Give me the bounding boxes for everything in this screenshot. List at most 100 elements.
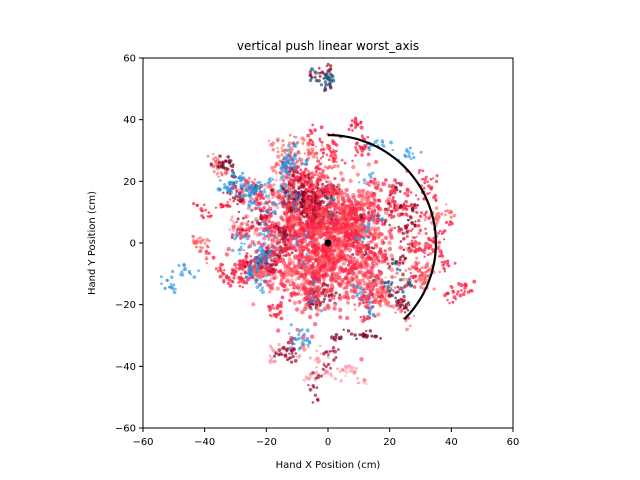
data-point [406, 301, 411, 305]
data-point [234, 236, 238, 240]
data-point [282, 164, 286, 168]
data-point [463, 290, 467, 293]
data-point [341, 209, 346, 215]
data-point [363, 144, 366, 147]
data-point [404, 283, 409, 288]
data-point [402, 237, 406, 241]
data-point [261, 286, 264, 289]
data-point [407, 150, 411, 155]
data-point [409, 191, 413, 194]
data-point [279, 188, 283, 192]
data-point [332, 148, 335, 152]
data-point [265, 282, 271, 288]
data-point [207, 211, 211, 214]
data-point [408, 277, 412, 281]
data-point [300, 343, 305, 349]
data-point [275, 172, 278, 175]
data-point [447, 259, 450, 262]
data-point [309, 190, 314, 194]
data-point [355, 235, 361, 241]
data-point [409, 271, 412, 275]
data-point [360, 134, 364, 138]
data-point [265, 224, 269, 228]
data-point [231, 165, 235, 169]
data-point [404, 303, 409, 307]
data-point [282, 161, 286, 165]
data-point [199, 207, 204, 212]
data-point [433, 193, 438, 198]
data-point [386, 281, 390, 285]
data-point [374, 334, 379, 339]
data-point [353, 204, 358, 210]
data-point [254, 196, 259, 201]
data-point [366, 316, 371, 321]
data-point [298, 354, 302, 358]
data-point [311, 196, 316, 201]
data-point [328, 350, 332, 353]
data-point [309, 235, 314, 240]
data-point [354, 219, 359, 224]
data-point [258, 201, 263, 206]
data-point [418, 248, 421, 251]
data-point [354, 154, 357, 157]
data-point [346, 220, 351, 225]
data-point [339, 171, 344, 176]
data-point [311, 282, 315, 286]
data-point [395, 188, 399, 192]
data-point [233, 197, 237, 201]
data-point [350, 213, 356, 218]
data-point [314, 166, 318, 170]
data-point [299, 160, 303, 163]
data-point [414, 194, 418, 197]
data-point [321, 155, 325, 158]
data-point [282, 288, 286, 292]
data-point [285, 170, 289, 174]
data-point [274, 229, 278, 232]
data-point [232, 222, 237, 226]
data-point [255, 278, 259, 282]
data-point [283, 226, 288, 231]
data-point [373, 244, 379, 249]
data-point [317, 374, 321, 377]
data-point [289, 175, 293, 180]
data-point [308, 176, 311, 179]
data-point [303, 162, 307, 166]
data-point [172, 283, 176, 287]
data-point [413, 223, 417, 227]
data-point [305, 159, 309, 162]
data-point [279, 257, 284, 262]
data-point [209, 162, 214, 166]
data-point [256, 181, 260, 185]
data-point [279, 233, 284, 238]
data-point [226, 200, 229, 204]
data-point [370, 334, 374, 338]
data-point [385, 207, 390, 212]
data-point [322, 76, 325, 80]
data-point [314, 255, 318, 259]
data-point [200, 214, 204, 218]
data-point [319, 308, 324, 313]
data-point [234, 266, 238, 270]
data-point [283, 190, 286, 193]
data-point [405, 327, 409, 332]
data-point [388, 265, 392, 268]
data-point [333, 301, 338, 307]
data-point [420, 282, 424, 286]
data-point [411, 208, 415, 213]
data-point [292, 343, 295, 346]
data-point [383, 207, 388, 211]
data-point [395, 181, 399, 185]
data-point [386, 196, 392, 202]
data-point [432, 287, 436, 291]
data-point [316, 398, 320, 402]
data-point [304, 203, 309, 208]
data-point [385, 300, 391, 305]
data-point [235, 232, 238, 235]
data-point [294, 278, 298, 281]
data-point [420, 211, 424, 215]
data-point [324, 83, 328, 87]
data-point [379, 293, 384, 298]
data-point [449, 210, 453, 214]
data-point [328, 298, 332, 303]
data-point [311, 280, 315, 284]
